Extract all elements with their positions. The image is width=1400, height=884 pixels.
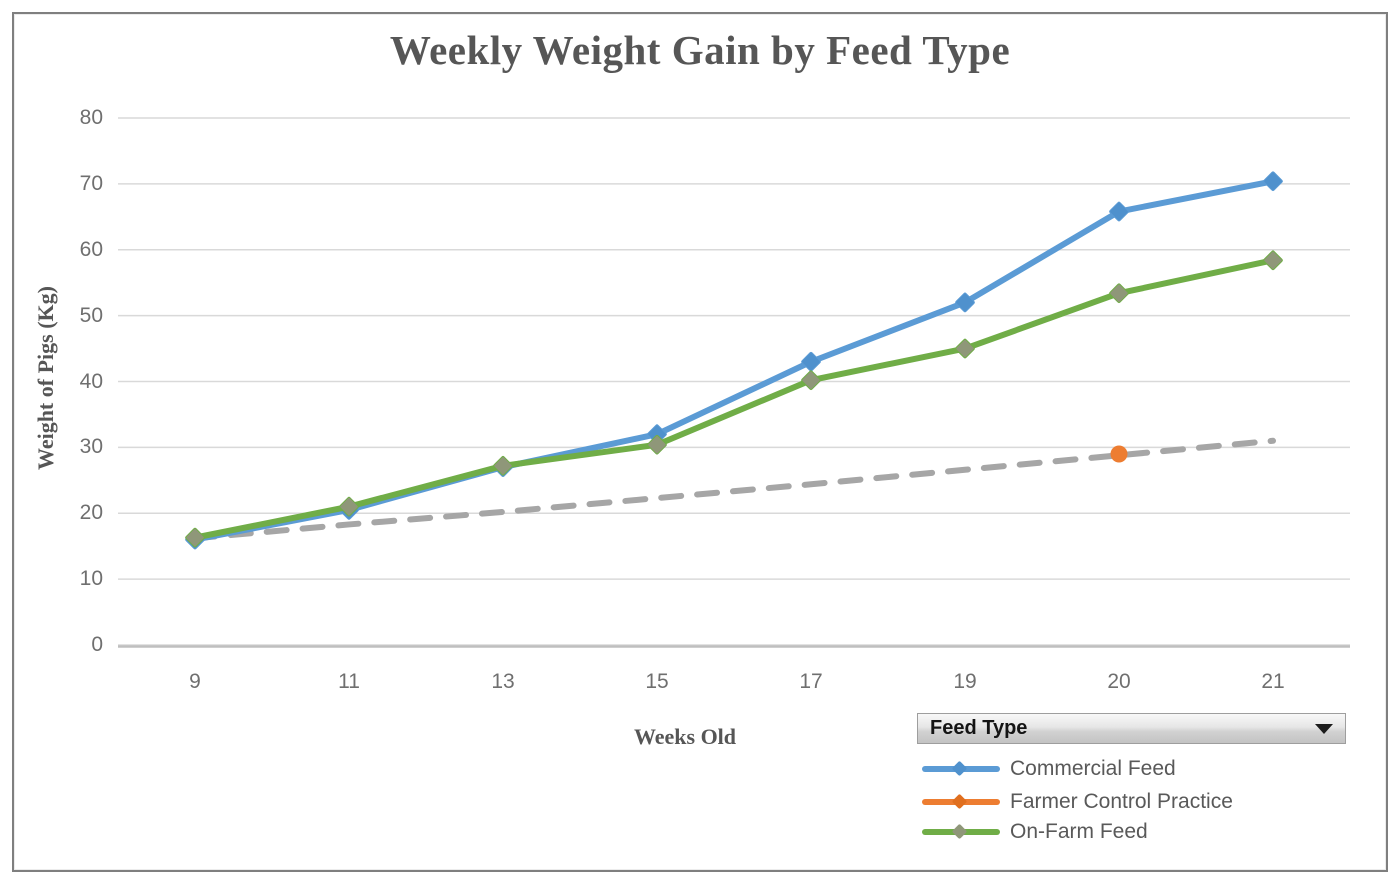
x-tick-label: 13 [491, 670, 515, 693]
x-tick-label: 11 [338, 670, 360, 693]
y-tick-label: 40 [79, 369, 103, 393]
x-tick-label: 17 [799, 670, 823, 693]
y-tick-label: 50 [79, 303, 103, 327]
y-tick-label: 30 [79, 435, 103, 459]
y-tick-label: 80 [79, 106, 103, 129]
legend-item-on-farm-feed: On-Farm Feed [920, 817, 1148, 847]
chart-title: Weekly Weight Gain by Feed Type [389, 27, 1011, 73]
trendline-dashed [185, 437, 1276, 548]
gridlines [118, 117, 1350, 646]
legend-swatch [920, 787, 1004, 817]
x-tick-label: 20 [1107, 670, 1131, 693]
x-tick-label: 21 [1261, 670, 1285, 693]
legend-label: On-Farm Feed [1010, 820, 1148, 843]
x-tick-label: 15 [645, 670, 669, 693]
legend-label: Commercial Feed [1010, 757, 1176, 780]
legend-label: Farmer Control Practice [1010, 790, 1233, 813]
y-tick-label: 10 [79, 567, 103, 591]
series-farmer-control-practice [1110, 445, 1128, 463]
y-tick-label: 0 [91, 633, 103, 656]
legend-item-farmer-control-practice: Farmer Control Practice [920, 787, 1233, 817]
y-tick-label: 60 [79, 237, 103, 261]
x-tick-label: 19 [953, 670, 977, 693]
y-tick-label: 20 [79, 501, 103, 525]
x-axis-title: Weeks Old [633, 724, 737, 749]
chevron-down-icon [1315, 723, 1333, 734]
chart-frame [12, 12, 1388, 872]
legend-swatch [920, 817, 1004, 847]
feed-type-filter-label: Feed Type [930, 717, 1028, 739]
feed-type-filter-button[interactable]: Feed Type [917, 713, 1346, 744]
legend-item-commercial-feed: Commercial Feed [920, 754, 1176, 784]
x-tick-label: 9 [189, 670, 201, 693]
series-on-farm-feed [185, 250, 1283, 548]
y-tick-label: 70 [79, 171, 103, 195]
legend-swatch [920, 754, 1004, 784]
